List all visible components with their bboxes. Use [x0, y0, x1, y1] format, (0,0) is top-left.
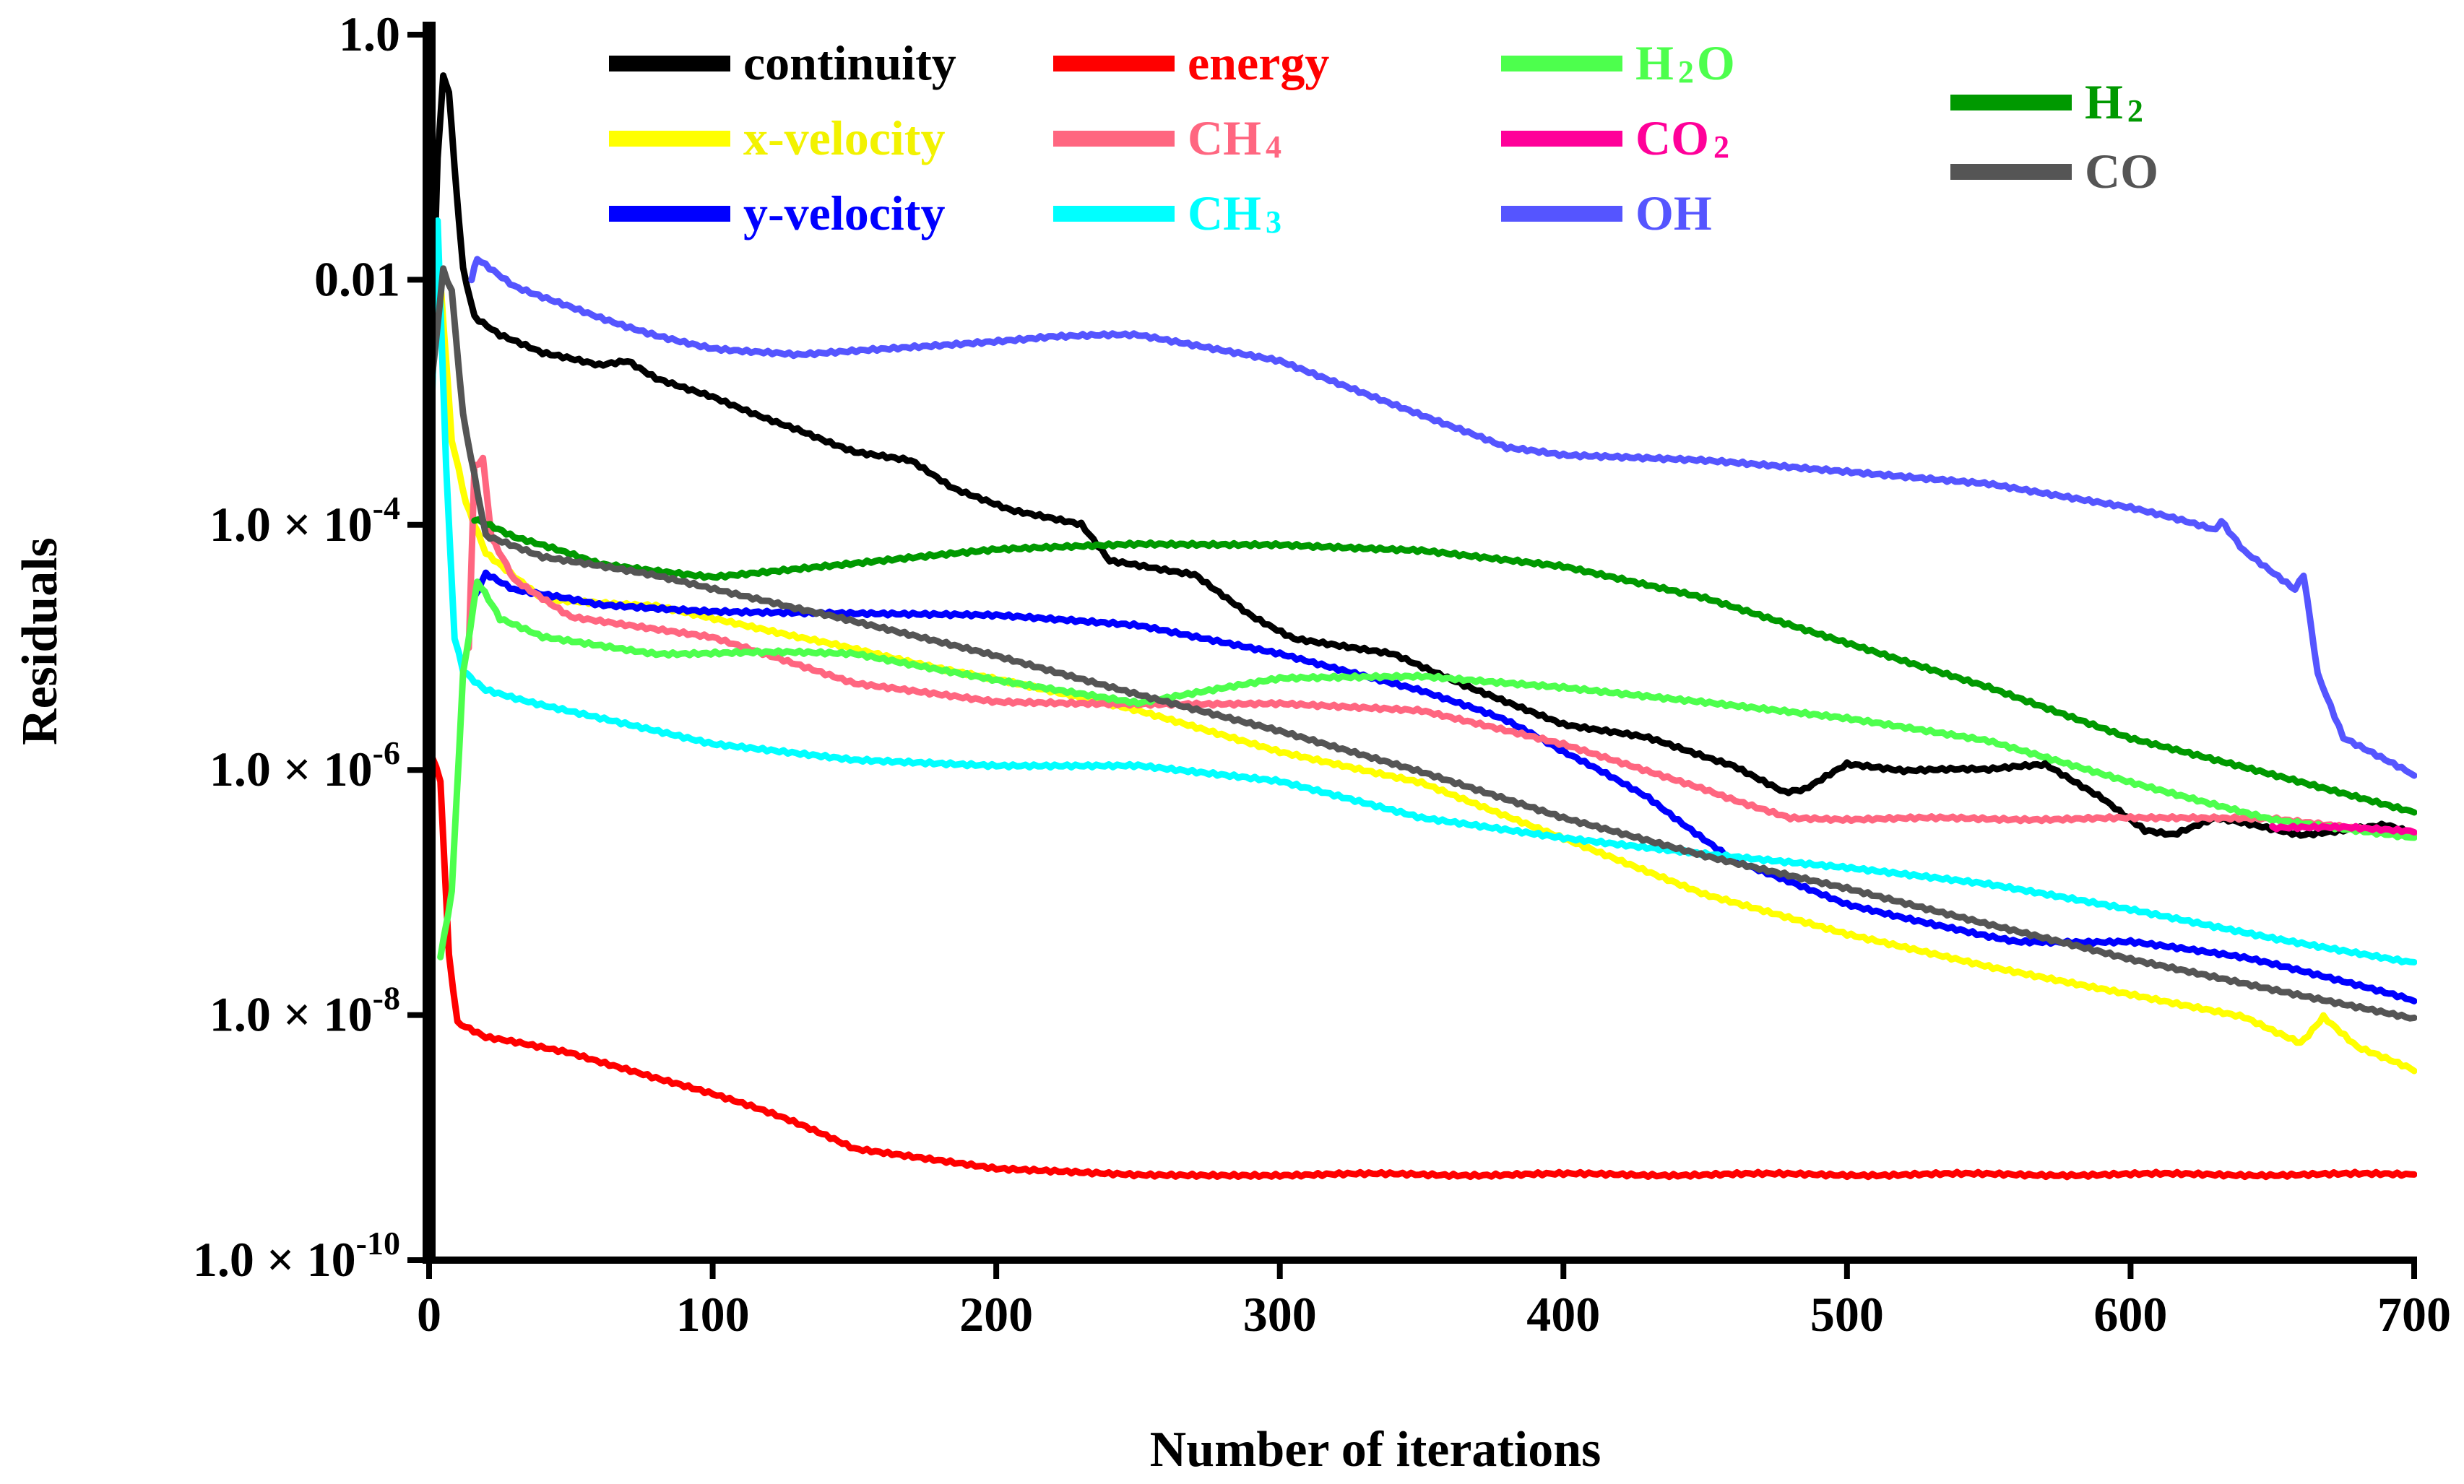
x-axis-title: Number of iterations: [1150, 1422, 1601, 1478]
x-tick-label: 300: [1243, 1287, 1317, 1342]
legend-label: CH 4: [1188, 110, 1281, 165]
legend-item-oh: OH: [1501, 186, 1712, 240]
legend-label: energy: [1188, 35, 1329, 90]
legend-label: continuity: [743, 35, 956, 90]
series-line-ch4: [465, 454, 2417, 838]
legend: continuity x-velocity y-velocity energy CH 4 C…: [609, 35, 2158, 240]
legend-item-energy: energy: [1053, 35, 1329, 90]
legend-label: H 2O: [1635, 35, 1735, 90]
legend-label: CH 3: [1188, 186, 1281, 240]
axes: [423, 22, 2417, 1264]
x-tick-label: 100: [676, 1287, 750, 1342]
y-tick-label: 1.0 × 10-4: [209, 490, 400, 552]
series-line-ch3: [429, 217, 2417, 966]
series-line-co2: [2269, 822, 2417, 836]
legend-label: CO 2: [1635, 110, 1729, 165]
legend-item-continuity: continuity: [609, 35, 956, 90]
series-line-co: [429, 265, 2417, 1022]
legend-item-x-velocity: x-velocity: [609, 110, 945, 165]
x-tick-label: 700: [2377, 1287, 2451, 1342]
y-axis-title: Residuals: [12, 537, 68, 745]
legend-item-y-velocity: y-velocity: [609, 186, 945, 240]
legend-item-ch4: CH 4: [1053, 110, 1281, 165]
x-tick-label: 600: [2093, 1287, 2167, 1342]
y-tick-label: 1.0 × 10-8: [209, 980, 400, 1042]
y-tick-label: 1.0: [339, 6, 400, 61]
series-line-oh: [468, 256, 2417, 779]
legend-item-h2o: H 2O: [1501, 35, 1735, 90]
series-line-h2o: [437, 578, 2417, 960]
series-line-x-velocity: [429, 277, 2417, 1075]
legend-label: x-velocity: [743, 110, 945, 165]
y-tick-label: 0.01: [314, 251, 400, 306]
x-tick-label: 400: [1526, 1287, 1600, 1342]
legend-label: CO: [2085, 144, 2158, 199]
series-line-h2: [471, 516, 2417, 816]
legend-item-ch3: CH 3: [1053, 186, 1281, 240]
x-tick-label: 0: [417, 1287, 441, 1342]
x-tick-label: 500: [1810, 1287, 1884, 1342]
legend-item-co2: CO 2: [1501, 110, 1729, 165]
series-line-energy: [429, 753, 2417, 1181]
y-tick-label: 1.0 × 10-10: [193, 1225, 400, 1287]
series-line-y-velocity: [471, 569, 2417, 1004]
legend-label: OH: [1635, 186, 1712, 240]
legend-item-co: CO: [1950, 144, 2158, 199]
series-layer: [429, 72, 2417, 1181]
legend-label: y-velocity: [743, 186, 945, 240]
y-tick-label: 1.0 × 10-6: [209, 734, 400, 797]
series-line-continuity: [429, 72, 2417, 839]
ticks: 0 100 200 300 400 500 600 700 1.0 0.01 1.0 × 10-4 1…: [193, 6, 2451, 1342]
x-tick-label: 200: [959, 1287, 1033, 1342]
